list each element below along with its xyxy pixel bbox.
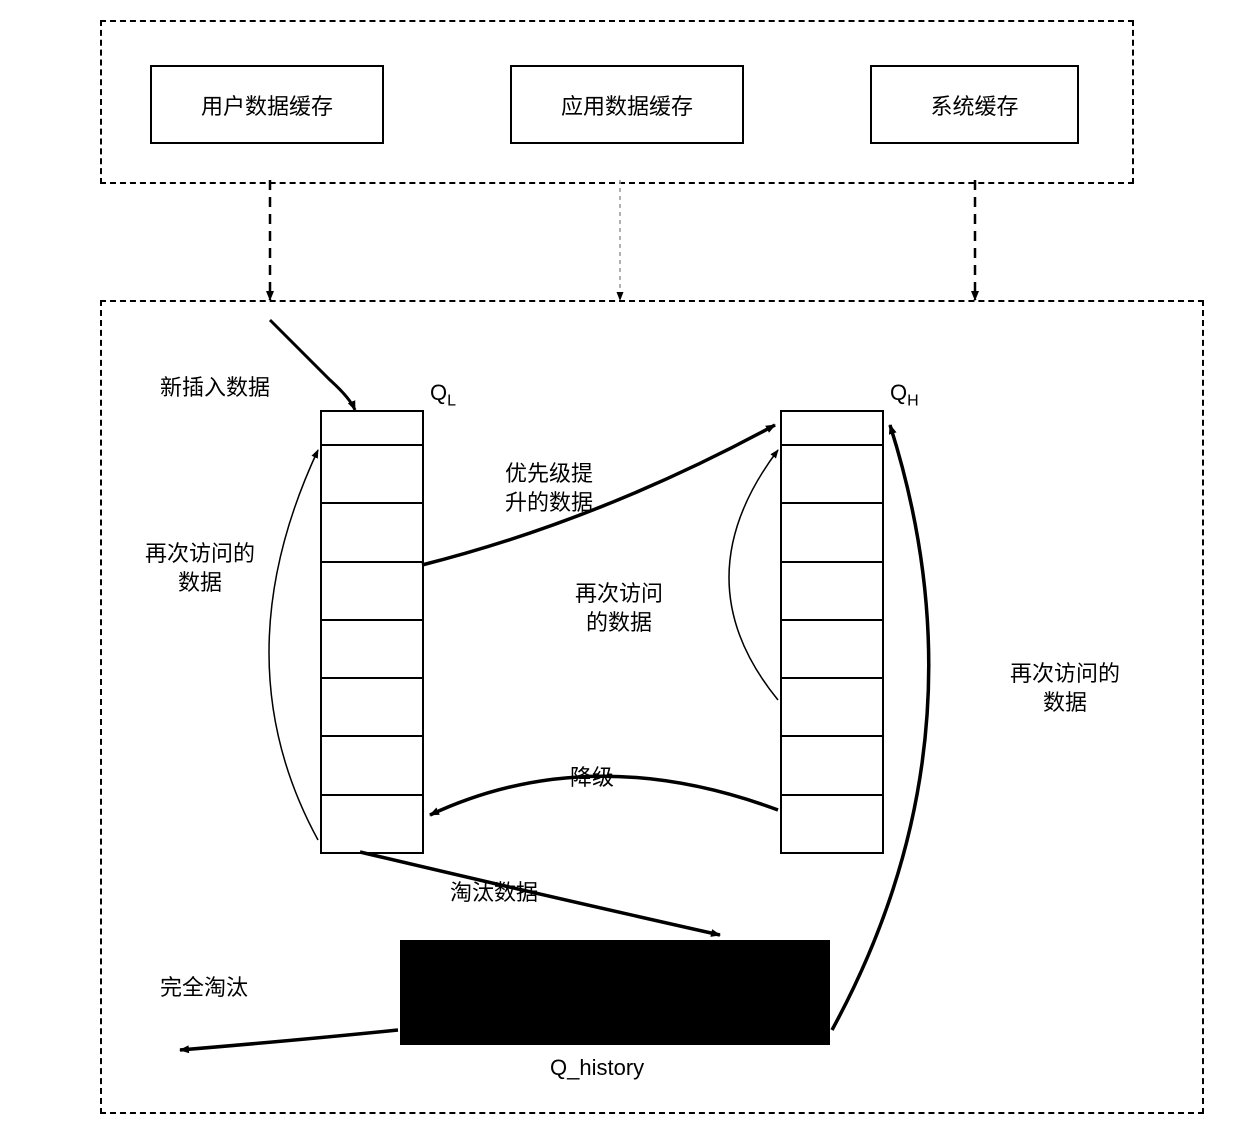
label-revisit-right: 再次访问的数据 <box>1010 660 1120 717</box>
label-evict-data: 淘汰数据 <box>450 875 538 907</box>
cache-label-user: 用户数据缓存 <box>201 89 333 121</box>
label-priority-up: 优先级提升的数据 <box>505 460 593 517</box>
label-full-evict: 完全淘汰 <box>160 970 248 1002</box>
ql-queue <box>320 410 424 854</box>
qhistory-box <box>400 940 830 1045</box>
label-new-insert: 新插入数据 <box>160 370 270 402</box>
cache-label-sys: 系统缓存 <box>930 89 1018 121</box>
cache-box-app: 应用数据缓存 <box>510 65 744 144</box>
label-revisit-left: 再次访问的数据 <box>145 540 255 597</box>
label-downgrade: 降级 <box>570 760 614 792</box>
label-qh: QH <box>890 380 919 410</box>
cache-label-app: 应用数据缓存 <box>561 89 693 121</box>
label-revisit-mid: 再次访问的数据 <box>575 580 663 637</box>
cache-box-user: 用户数据缓存 <box>150 65 384 144</box>
label-qhistory: Q_history <box>550 1055 644 1081</box>
cache-box-sys: 系统缓存 <box>870 65 1079 144</box>
label-ql: QL <box>430 380 456 410</box>
diagram-container: 用户数据缓存 应用数据缓存 系统缓存 新插入数据 QL QH 再 <box>20 20 1220 1120</box>
qh-queue <box>780 410 884 854</box>
